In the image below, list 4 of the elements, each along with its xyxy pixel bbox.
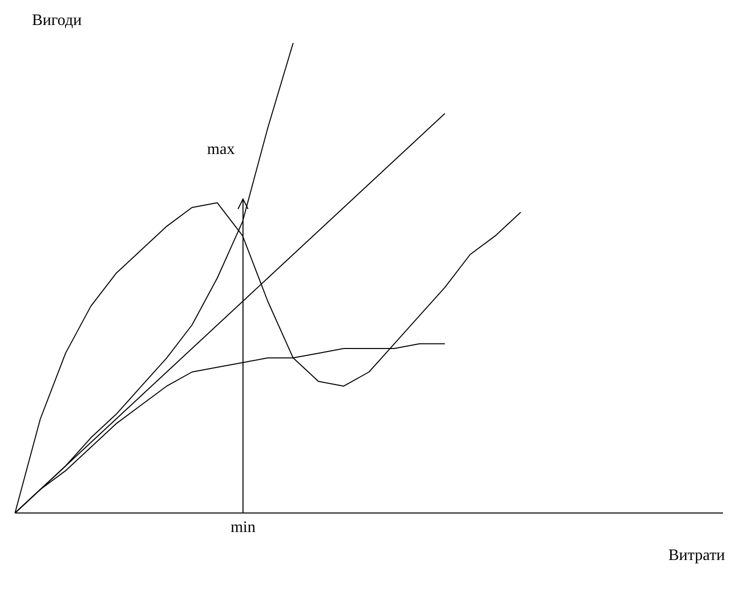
- y-axis-title: Вигоди: [32, 12, 82, 30]
- x-axis-title: Витрати: [668, 547, 725, 565]
- text: min: [230, 519, 256, 537]
- annotation: max: [207, 140, 235, 159]
